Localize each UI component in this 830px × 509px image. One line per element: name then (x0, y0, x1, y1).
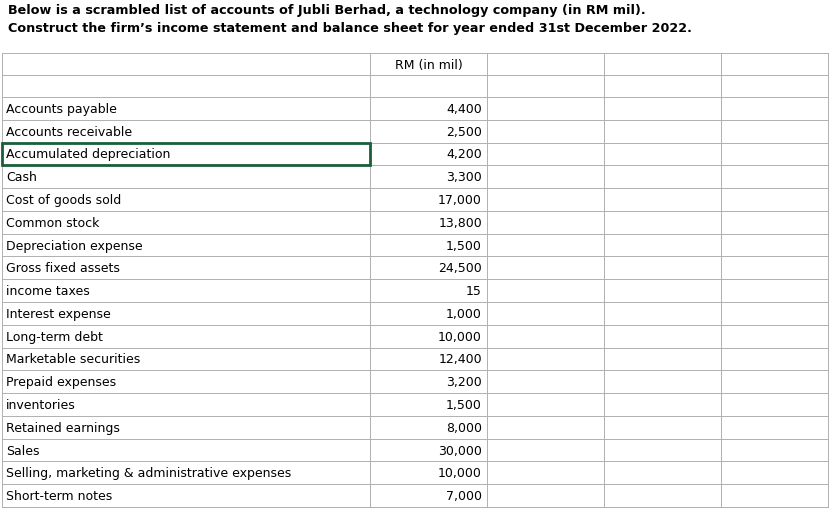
Text: 10,000: 10,000 (438, 330, 482, 343)
Text: 30,000: 30,000 (438, 444, 482, 457)
Text: 13,800: 13,800 (438, 216, 482, 230)
Text: 8,000: 8,000 (446, 421, 482, 434)
Text: Accounts payable: Accounts payable (6, 103, 117, 116)
Text: Marketable securities: Marketable securities (6, 353, 140, 366)
Text: 15: 15 (466, 285, 482, 298)
Text: Construct the firm’s income statement and balance sheet for year ended 31st Dece: Construct the firm’s income statement an… (8, 22, 692, 35)
Text: 3,300: 3,300 (447, 171, 482, 184)
Text: Cost of goods sold: Cost of goods sold (6, 193, 121, 207)
Text: RM (in mil): RM (in mil) (394, 59, 462, 71)
Text: Long-term debt: Long-term debt (6, 330, 103, 343)
Text: Sales: Sales (6, 444, 40, 457)
Text: income taxes: income taxes (6, 285, 90, 298)
Text: 4,200: 4,200 (447, 148, 482, 161)
Text: 1,000: 1,000 (447, 307, 482, 320)
Text: Retained earnings: Retained earnings (6, 421, 120, 434)
Text: Accumulated depreciation: Accumulated depreciation (6, 148, 170, 161)
Text: Prepaid expenses: Prepaid expenses (6, 376, 116, 388)
Text: Interest expense: Interest expense (6, 307, 110, 320)
Text: Cash: Cash (6, 171, 37, 184)
Text: Common stock: Common stock (6, 216, 100, 230)
Text: Gross fixed assets: Gross fixed assets (6, 262, 120, 275)
Text: Depreciation expense: Depreciation expense (6, 239, 143, 252)
Text: inventories: inventories (6, 398, 76, 411)
Text: 1,500: 1,500 (447, 398, 482, 411)
Text: 17,000: 17,000 (438, 193, 482, 207)
Text: 12,400: 12,400 (438, 353, 482, 366)
Text: 2,500: 2,500 (447, 125, 482, 138)
Text: Selling, marketing & administrative expenses: Selling, marketing & administrative expe… (6, 466, 291, 479)
Text: 7,000: 7,000 (446, 489, 482, 502)
Text: 3,200: 3,200 (447, 376, 482, 388)
Text: Short-term notes: Short-term notes (6, 489, 112, 502)
Text: 1,500: 1,500 (447, 239, 482, 252)
Text: 10,000: 10,000 (438, 466, 482, 479)
Text: 24,500: 24,500 (438, 262, 482, 275)
Bar (2, 143, 370, 166)
Text: Accounts receivable: Accounts receivable (6, 125, 132, 138)
Text: 4,400: 4,400 (447, 103, 482, 116)
Text: Below is a scrambled list of accounts of Jubli Berhad, a technology company (in : Below is a scrambled list of accounts of… (8, 4, 646, 17)
